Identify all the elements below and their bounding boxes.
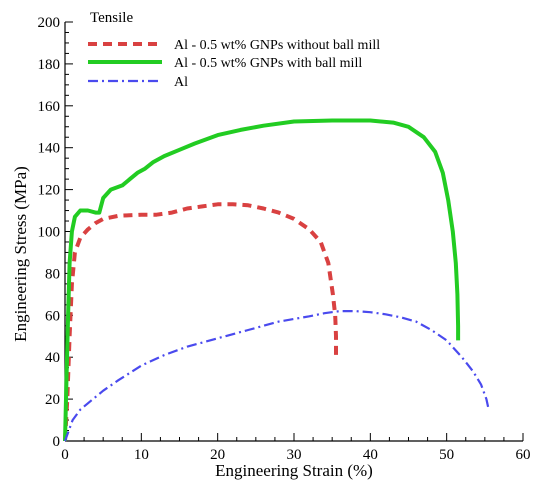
y-tick-label: 40	[45, 350, 60, 366]
series-group	[65, 121, 489, 442]
y-tick-label: 20	[45, 392, 60, 408]
y-tick-label: 80	[45, 266, 60, 282]
legend-label-2: Al - 0.5 wt% GNPs with ball mill	[174, 56, 362, 71]
y-tick-label: 0	[53, 434, 61, 450]
x-tick-label: 50	[439, 447, 454, 463]
series-line-1	[65, 204, 336, 441]
x-tick-label: 0	[61, 447, 69, 463]
legend: Tensile Al - 0.5 wt% GNPs without ball mi…	[88, 10, 380, 90]
y-tick-label: 60	[45, 308, 60, 324]
x-axis-title: Engineering Strain (%)	[215, 461, 373, 480]
y-tick-label: 100	[38, 225, 61, 241]
legend-title: Tensile	[90, 10, 133, 26]
x-tick-label: 10	[134, 447, 149, 463]
x-tick-label: 60	[516, 447, 531, 463]
y-tick-label: 200	[38, 15, 61, 31]
legend-label-3: Al	[174, 75, 188, 90]
legend-label-1: Al - 0.5 wt% GNPs without ball mill	[174, 38, 380, 53]
y-tick-label: 140	[38, 141, 61, 157]
series-line-2	[65, 121, 458, 442]
series-line-3	[65, 311, 489, 441]
y-tick-label: 180	[38, 57, 61, 73]
y-axis-title: Engineering Stress (MPa)	[11, 166, 30, 342]
y-tick-label: 120	[38, 183, 61, 199]
y-tick-label: 160	[38, 99, 61, 115]
